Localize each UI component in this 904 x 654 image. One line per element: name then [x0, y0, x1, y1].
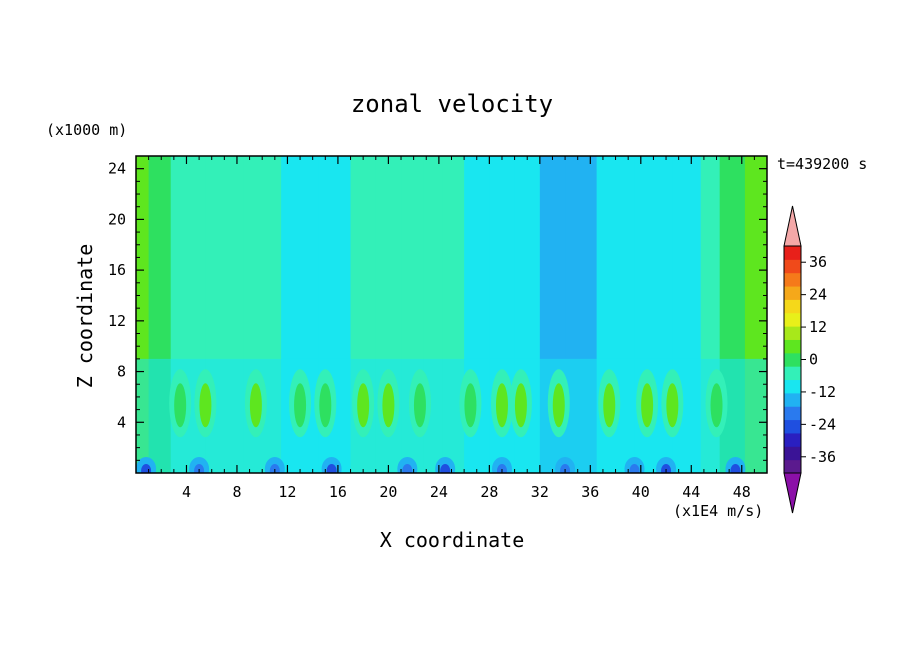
colorbar-segment	[784, 379, 801, 394]
y-axis-label: Z coordinate	[73, 244, 97, 389]
y-tick-label: 20	[108, 210, 126, 228]
plume-core	[249, 383, 262, 428]
x-tick-label: 24	[430, 483, 448, 501]
colorbar-segment	[784, 366, 801, 381]
plume-core	[552, 383, 565, 428]
x-tick-label: 12	[278, 483, 296, 501]
plume-core	[666, 383, 679, 428]
colorbar-segment	[784, 299, 801, 314]
colorbar: -36 -24 -12 0 12 24 36	[783, 205, 836, 514]
field-plumes	[169, 369, 728, 438]
x-axis-ticks: 4 8 12 16 20 24 28 32 36 40 44 48	[148, 156, 755, 501]
colorbar-segment	[784, 352, 801, 367]
plume-core	[199, 383, 212, 428]
plume-core	[413, 383, 426, 428]
x-tick-label: 32	[531, 483, 549, 501]
colorbar-under-arrow	[783, 472, 802, 514]
plume-core	[464, 383, 477, 428]
plume-core	[495, 383, 508, 428]
colorbar-segment	[784, 286, 801, 300]
jet-core	[326, 464, 337, 473]
y-tick-label: 4	[117, 413, 126, 431]
plume-core	[641, 383, 654, 428]
jet-core	[440, 464, 451, 473]
colorbar-tick-label: 0	[809, 351, 818, 369]
colorbar-over-arrow	[783, 205, 802, 247]
x-tick-label: 44	[682, 483, 700, 501]
colorbar-segment	[784, 246, 801, 260]
x-tick-label: 40	[632, 483, 650, 501]
plume-core	[319, 383, 332, 428]
x-axis-label: X coordinate	[380, 528, 525, 552]
colorbar-segment	[784, 406, 801, 421]
colorbar-tick-label: 36	[809, 253, 827, 271]
colorbar-segment	[784, 446, 801, 461]
x-tick-label: 8	[232, 483, 241, 501]
plume-core	[294, 383, 307, 428]
colorbar-segment	[784, 259, 801, 274]
colorbar-segment	[784, 339, 801, 354]
x-tick-label: 28	[480, 483, 498, 501]
x-tick-label: 4	[182, 483, 191, 501]
y-tick-label: 8	[117, 363, 126, 381]
y-tick-label: 12	[108, 312, 126, 330]
jet-core	[269, 464, 280, 473]
jet-core	[402, 464, 413, 473]
field-bands	[136, 156, 767, 473]
x-unit-label: (x1E4 m/s)	[673, 502, 763, 520]
y-tick-label: 24	[108, 160, 126, 178]
colorbar-segment	[784, 272, 801, 287]
x-tick-label: 16	[329, 483, 347, 501]
colorbar-segment	[784, 432, 801, 447]
jet-core	[194, 464, 205, 473]
chart-title: zonal velocity	[351, 90, 553, 118]
plume-core	[382, 383, 395, 428]
plume-core	[710, 383, 723, 428]
jet-core	[496, 464, 507, 473]
colorbar-segment	[784, 326, 801, 340]
y-axis-ticks: 4 8 12 16 20 24	[108, 160, 767, 461]
plume-core	[603, 383, 616, 428]
colorbar-tick-label: 12	[809, 318, 827, 336]
plume-core	[357, 383, 370, 428]
colorbar-segment	[784, 312, 801, 327]
colorbar-tick-label: 24	[809, 286, 827, 304]
plume-core	[514, 383, 527, 428]
x-tick-label: 36	[581, 483, 599, 501]
field-lower-layer	[136, 358, 767, 473]
y-unit-label: (x1000 m)	[46, 121, 127, 139]
plume-core	[174, 383, 187, 428]
jet-core	[141, 464, 152, 473]
jet-core	[661, 464, 672, 473]
colorbar-tick-label: -24	[809, 415, 836, 433]
colorbar-segment	[784, 392, 801, 407]
jet-core	[730, 464, 741, 473]
colorbar-tick-label: -12	[809, 383, 836, 401]
colorbar-segment	[784, 459, 801, 474]
x-tick-label: 48	[733, 483, 751, 501]
jet-core	[560, 464, 571, 473]
plot-area	[136, 156, 767, 473]
y-tick-label: 16	[108, 261, 126, 279]
field-jets	[136, 457, 746, 473]
x-tick-label: 20	[379, 483, 397, 501]
colorbar-segment	[784, 419, 801, 434]
time-label: t=439200 s	[777, 155, 867, 173]
colorbar-tick-label: -36	[809, 448, 836, 466]
jet-core	[629, 464, 640, 473]
